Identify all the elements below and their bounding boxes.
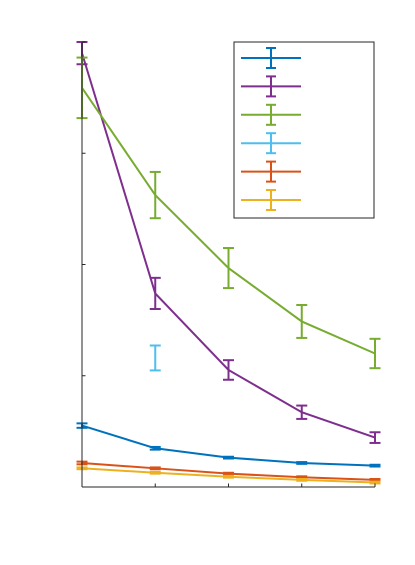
series-0-errorbar-1: [149, 445, 161, 451]
series-3-errorbar-1: [149, 344, 161, 372]
legend-entry-4: [241, 160, 301, 183]
series-1-errorbar-1: [149, 276, 161, 310]
series-1-errorbar-4: [369, 431, 381, 444]
series-5-errorbar-2: [223, 474, 234, 479]
legend: [233, 41, 375, 219]
series-0-errorbar-3: [296, 461, 308, 465]
series-1-errorbar-2: [223, 359, 234, 381]
series-5: [76, 466, 381, 485]
series-0-errorbar-2: [223, 455, 234, 460]
legend-entry-3: [241, 132, 301, 155]
legend-entry-1: [241, 75, 301, 98]
series-4-errorbar-1: [149, 466, 161, 471]
series-4-errorbar-3: [296, 475, 308, 480]
series-5-errorbar-1: [149, 470, 161, 475]
series-0: [76, 422, 381, 468]
series-layer: [76, 41, 381, 485]
legend-entry-5: [241, 189, 301, 211]
legend-entry-0: [241, 47, 301, 69]
legend-entry-2: [241, 103, 301, 126]
series-2-errorbar-2: [223, 247, 234, 290]
series-1-errorbar-3: [296, 404, 308, 420]
series-3: [149, 344, 161, 372]
series-4-errorbar-4: [369, 477, 381, 482]
series-0-errorbar-4: [369, 463, 381, 468]
series-5-errorbar-4: [369, 480, 381, 485]
series-4-errorbar-2: [223, 471, 234, 476]
series-2-errorbar-1: [149, 170, 161, 220]
series-2-errorbar-3: [296, 303, 308, 339]
series-5-errorbar-3: [296, 477, 308, 482]
series-0-line: [81, 424, 376, 467]
axes: [81, 41, 376, 488]
legend-box: [233, 41, 375, 219]
series-2-errorbar-4: [369, 337, 381, 370]
